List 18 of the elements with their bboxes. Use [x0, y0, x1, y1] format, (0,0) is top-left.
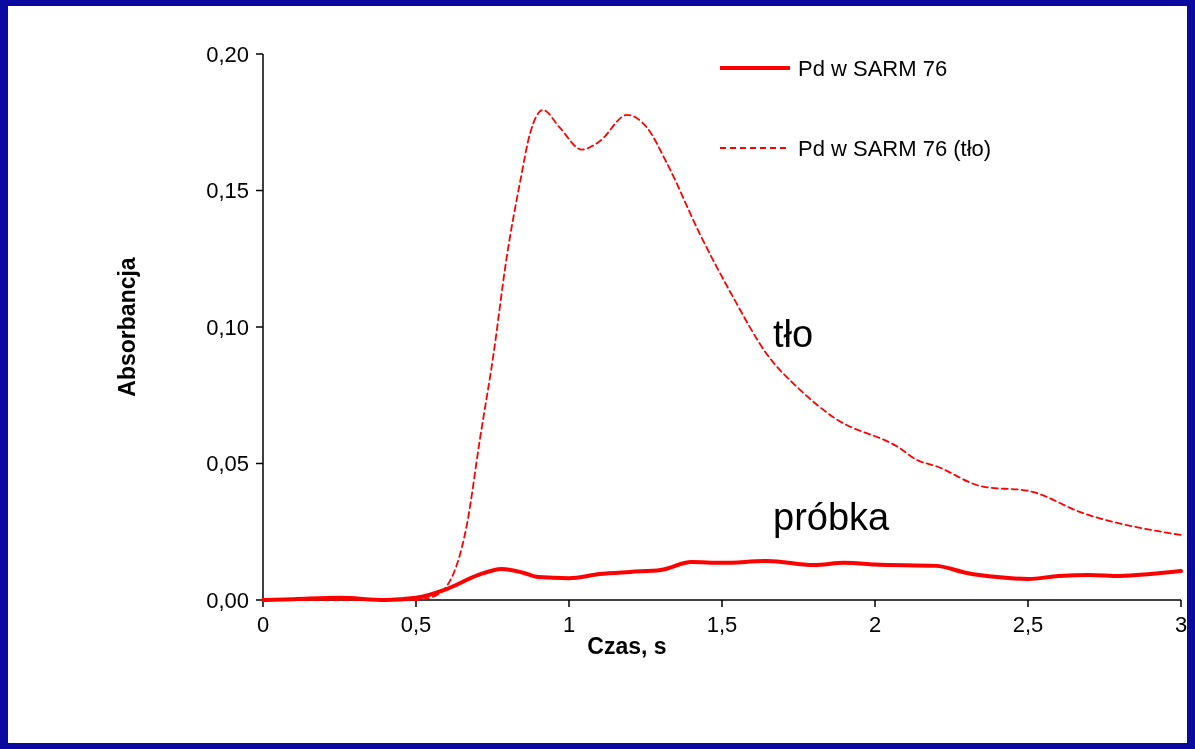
y-tick-label: 0,05 [206, 451, 249, 477]
x-tick-label: 1,5 [706, 612, 738, 637]
y-tick-label: 0,10 [206, 314, 249, 340]
x-tick-label: 2,5 [1012, 612, 1044, 637]
legend-label: Pd w SARM 76 [798, 55, 948, 81]
y-tick-label: 0,15 [206, 178, 249, 204]
annotation: tło [773, 313, 814, 355]
annotation: próbka [773, 496, 891, 538]
x-axis-title: Czas, s [587, 633, 667, 659]
x-tick-label: 2 [868, 612, 882, 637]
y-tick-label: 0,20 [206, 41, 249, 67]
x-tick-label: 0 [256, 612, 270, 637]
x-tick-label: 0,5 [400, 612, 432, 637]
y-axis-title: Absorbancja [114, 257, 140, 397]
legend-label: Pd w SARM 76 (tło) [798, 135, 992, 161]
x-tick-label: 3 [1174, 612, 1188, 637]
y-tick-label: 0,00 [206, 587, 249, 613]
x-tick-label: 1 [562, 612, 576, 637]
